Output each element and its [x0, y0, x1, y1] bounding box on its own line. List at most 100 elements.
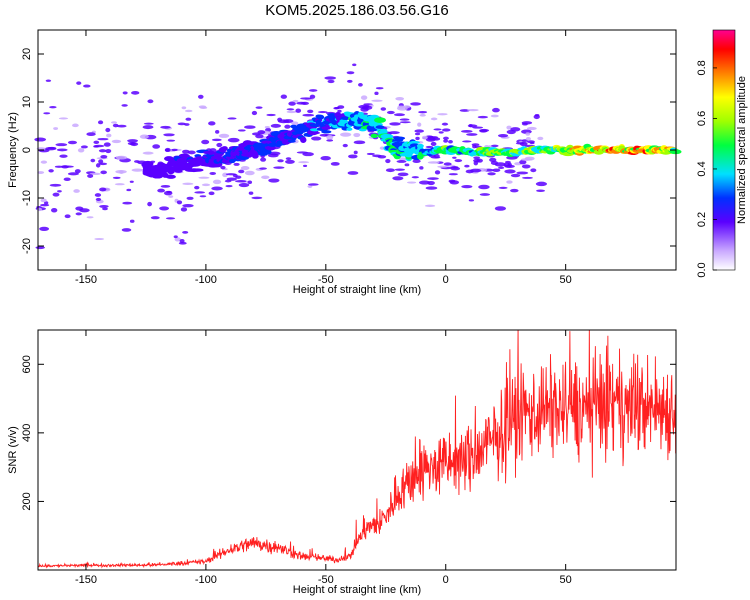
spectrogram-blob: [157, 188, 165, 193]
spectrogram-blob: [307, 109, 314, 114]
spectrogram-blob: [87, 174, 94, 178]
spectrogram-blob: [199, 195, 207, 198]
spectrogram-blob: [73, 189, 80, 193]
spectrogram-blob: [427, 177, 439, 180]
spectrogram-blob: [491, 144, 499, 148]
snr-series-line: [38, 330, 676, 569]
spectrogram-blob: [176, 200, 183, 205]
spectrogram-ridge-blob: [300, 136, 307, 144]
spectrogram-blob: [467, 108, 479, 112]
spectrogram-blob: [443, 139, 449, 143]
spectrogram-blob: [40, 203, 50, 207]
spectrogram-blob: [311, 136, 322, 141]
spectrogram-blob: [112, 176, 121, 180]
spectrogram-blob: [86, 132, 96, 137]
spectrogram-blob: [39, 226, 50, 231]
spectrogram-blob: [477, 115, 489, 119]
spectrogram-blob: [464, 164, 470, 168]
spectrogram-blob: [180, 207, 188, 212]
spectrogram-ridge-blob: [374, 117, 386, 123]
spectrogram-blob: [521, 176, 533, 179]
spectrogram-blob: [179, 238, 185, 243]
spectrogram-blob: [182, 182, 194, 185]
spectrogram-blob: [147, 201, 152, 207]
spectrogram-blob: [404, 163, 410, 167]
x-tick-label: -150: [75, 574, 97, 586]
spectrogram-blob: [360, 95, 368, 100]
spectrogram-blob: [94, 193, 102, 197]
x-tick-label: 50: [560, 274, 572, 286]
spectrogram-blob: [244, 125, 256, 129]
spectrogram-blob: [342, 143, 348, 148]
spectrogram-blob: [399, 118, 410, 121]
spectrogram-blob: [150, 216, 160, 220]
spectrogram-blob: [375, 87, 384, 90]
spectrogram-blob: [291, 121, 299, 126]
spectrogram-blob: [534, 114, 540, 117]
spectrogram-blob: [434, 170, 441, 175]
spectrogram-blob: [52, 192, 60, 197]
spectrogram-ridge-blob: [211, 161, 223, 168]
spectrogram-blob: [303, 164, 308, 168]
spectrogram-blob: [261, 175, 270, 180]
spectrogram-blob: [61, 165, 69, 169]
y-tick-label: 10: [21, 96, 33, 108]
spectrogram-blob: [320, 156, 331, 161]
spectrogram-blob: [417, 122, 422, 127]
colorbar-label: Normalized spectral amplitude: [736, 76, 748, 224]
spectrogram-ridge-blob: [340, 116, 351, 121]
spectrogram-blob: [286, 110, 297, 114]
spectrogram-blob: [519, 159, 527, 165]
spectrogram-y-axis-label: Frequency (Hz): [7, 112, 19, 188]
colorbar-tick-label: 0.4: [696, 161, 708, 176]
y-tick-label: 200: [21, 492, 33, 510]
spectrogram-blob: [147, 99, 154, 104]
colorbar-tick-label: 0.0: [696, 262, 708, 277]
spectrogram-blob: [97, 120, 104, 125]
spectrogram-blob: [181, 106, 187, 110]
spectrogram-blob: [330, 161, 340, 166]
spectrogram-blob: [111, 139, 122, 144]
spectrogram-blob: [432, 137, 441, 141]
spectrogram-blob: [498, 166, 505, 170]
y-tick-label: -20: [21, 238, 33, 254]
spectrogram-blob: [371, 99, 383, 102]
colorbar-tick-label: 0.6: [696, 111, 708, 126]
spectrogram-blob: [468, 199, 475, 202]
spectrogram-ridge-blob: [207, 150, 215, 155]
spectrogram-blob: [131, 168, 144, 172]
y-tick-label: 20: [21, 48, 33, 60]
spectrogram-blob: [224, 179, 232, 183]
snr-y-axis-label: SNR (v/v): [7, 426, 19, 474]
spectrogram-blob: [537, 136, 544, 141]
spectrogram-ridge-blob: [375, 125, 385, 129]
spectrogram-blob: [441, 122, 449, 126]
spectrogram-blob: [244, 170, 255, 176]
spectrogram-blob: [216, 142, 223, 148]
spectrogram-blob: [421, 135, 428, 140]
spectrogram-blob: [90, 158, 96, 163]
spectrogram-y-ticks: -20 -10 0 10 20: [21, 48, 676, 254]
spectrogram-blob: [72, 123, 79, 128]
spectrogram-blob: [127, 142, 136, 146]
colorbar: 0.0 0.2 0.4 0.6 0.8 Normalized spectral ampl…: [696, 29, 748, 278]
spectrogram-blob: [238, 183, 250, 188]
spectrogram-blob: [288, 101, 296, 106]
spectrogram-blob: [97, 137, 109, 141]
spectrogram-blob: [266, 113, 276, 117]
spectrogram-blob: [372, 154, 382, 158]
spectrogram-blob: [95, 197, 102, 201]
spectrogram-blob: [67, 172, 79, 176]
spectrogram-blob: [492, 107, 500, 113]
spectrogram-blob: [34, 137, 47, 142]
spectrogram-blob: [121, 228, 132, 232]
spectrogram-blob: [309, 94, 316, 99]
spectrogram-blob: [232, 173, 238, 178]
spectrogram-ridge-blob: [381, 134, 394, 139]
spectrogram-ridge-blob: [221, 146, 228, 151]
spectrogram-blob: [201, 139, 210, 145]
spectrogram-blob: [461, 185, 473, 189]
spectrogram-blob: [324, 76, 337, 80]
spectrogram-blob: [235, 179, 247, 183]
spectrogram-blob: [280, 94, 288, 99]
